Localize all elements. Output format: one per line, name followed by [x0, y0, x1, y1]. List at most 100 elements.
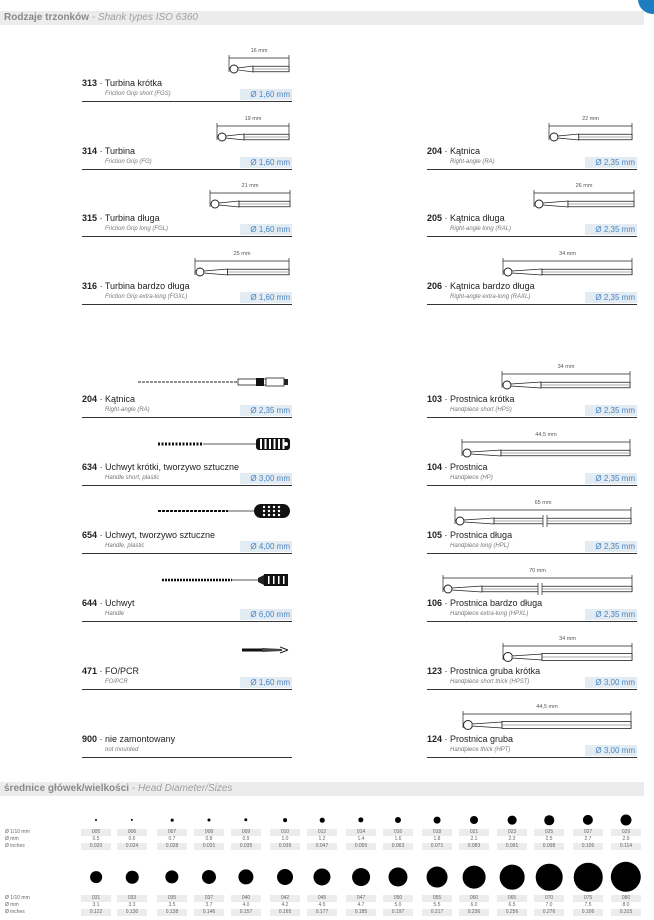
shank-code: 204 — [427, 146, 443, 156]
size-row-label: Ø 1/10 mm — [5, 895, 30, 901]
shank-dimension-drawing: 34 mm — [499, 362, 633, 397]
size-mm: 1.2 — [318, 836, 326, 842]
shank-dimension-drawing: 16 mm — [226, 46, 292, 81]
size-iso-code: 023 — [497, 829, 527, 836]
shank-description-row: Friction Grip short (FGS) Ø 1,60 mm — [82, 89, 292, 102]
length-label: 44,5 mm — [536, 704, 558, 710]
shank-title: 204 · Kątnica — [82, 394, 136, 404]
shank-title: 315 · Turbina długa — [82, 213, 160, 223]
shank-title: 106 · Prostnica bardzo długa — [427, 598, 543, 608]
size-inches: 0.039 — [270, 843, 300, 850]
shank-description-row: Friction Grip (FG) Ø 1,60 mm — [82, 157, 292, 170]
shank-title: 634 · Uchwyt krótki, tworzywo sztuczne — [82, 462, 240, 472]
section-header-head-sizes: średnice główek/wielkości - Head Diamete… — [0, 782, 644, 796]
shank-title: 205 · Kątnica długa — [427, 213, 505, 223]
shank-item-206: 206 · Kątnica bardzo długa Right-angle e… — [427, 281, 637, 305]
size-iso-code: 045 — [307, 895, 337, 902]
shank-item-105: 105 · Prostnica długa Handpiece long (HP… — [427, 530, 637, 554]
shank-item-103: 103 · Prostnica krótka Handpiece short (… — [427, 394, 637, 418]
size-mm: 1.0 — [281, 836, 289, 842]
shank-code: 206 — [427, 281, 443, 291]
diameter-badge: Ø 1,60 mm — [240, 677, 292, 688]
shank-description-row: Friction Grip long (FGL) Ø 1,60 mm — [82, 224, 292, 237]
size-mm: 4.5 — [318, 902, 326, 908]
shank-item-315: 315 · Turbina długa Friction Grip long (… — [82, 213, 292, 237]
section-subtitle: - Shank types ISO 6360 — [91, 12, 198, 23]
section-subtitle: - Head Diameter/Sizes — [131, 783, 233, 794]
shank-description: Right-angle (RA) — [105, 407, 150, 413]
size-iso-code: 080 — [611, 895, 641, 902]
shank-item-654: 654 · Uchwyt, tworzywo sztuczne Handle, … — [82, 530, 292, 554]
size-mm: 2.1 — [470, 836, 478, 842]
shank-description-row: Right-angle long (RAL) Ø 2,35 mm — [427, 224, 637, 237]
size-mm: 6.5 — [508, 902, 516, 908]
size-inches: 0.276 — [534, 909, 564, 916]
diameter-badge: Ø 2,35 mm — [585, 405, 637, 416]
head-size-dot — [620, 814, 632, 826]
size-inches: 0.047 — [307, 843, 337, 850]
size-mm: 7.0 — [545, 902, 553, 908]
size-iso-code: 018 — [422, 829, 452, 836]
head-size-dot — [394, 816, 402, 824]
shank-code: 205 — [427, 213, 443, 223]
size-iso-code: 012 — [307, 829, 337, 836]
diameter-badge: Ø 3,00 mm — [585, 677, 637, 688]
shank-dimension-drawing: 44,5 mm — [460, 702, 634, 737]
length-label: 70 mm — [529, 568, 546, 574]
shank-description: Friction Grip (FG) — [105, 159, 152, 165]
shank-title: 206 · Kątnica bardzo długa — [427, 281, 535, 291]
shank-description: Friction Grip extra-long (FGXL) — [105, 294, 188, 300]
shank-dimension-drawing: 70 mm — [440, 566, 635, 601]
size-iso-code: 075 — [573, 895, 603, 902]
shank-name: Prostnica — [450, 462, 488, 472]
shank-name: Turbina długa — [104, 213, 160, 223]
shank-description: Handpiece short (HPS) — [450, 407, 512, 413]
size-mm: 5.0 — [394, 902, 402, 908]
shank-item-316: 316 · Turbina bardzo długa Friction Grip… — [82, 281, 292, 305]
shank-dimension-drawing: 21 mm — [207, 181, 293, 216]
head-size-dot — [283, 818, 287, 822]
shank-code: 104 — [427, 462, 443, 472]
shank-title: 124 · Prostnica gruba — [427, 734, 514, 744]
head-size-dot — [470, 816, 478, 824]
size-inches: 0.055 — [346, 843, 376, 850]
size-inches: 0.185 — [346, 909, 376, 916]
shank-title: 900 · nie zamontowany — [82, 734, 176, 744]
shank-item-106: 106 · Prostnica bardzo długa Handpiece e… — [427, 598, 637, 622]
length-label: 44,5 mm — [535, 432, 557, 438]
size-mm: 0.8 — [205, 836, 213, 842]
shank-title: 314 · Turbina — [82, 146, 136, 156]
shank-item-104: 104 · Prostnica Handpiece (HP) Ø 2,35 mm — [427, 462, 637, 486]
size-mm: 0.5 — [92, 836, 100, 842]
size-inches: 0.106 — [573, 843, 603, 850]
shank-name: Turbina — [104, 146, 136, 156]
shank-name: Prostnica krótka — [450, 394, 515, 404]
shank-name: Kątnica bardzo długa — [450, 281, 535, 291]
size-iso-code: 014 — [346, 829, 376, 836]
shank-description-row: Handpiece short (HPS) Ø 2,35 mm — [427, 405, 637, 418]
size-iso-code: 031 — [81, 895, 111, 902]
size-iso-code: 008 — [194, 829, 224, 836]
head-size-dot — [426, 866, 448, 888]
shank-name: Prostnica długa — [450, 530, 513, 540]
size-inches: 0.035 — [231, 843, 261, 850]
length-label: 19 mm — [244, 116, 262, 122]
shank-description-row: Handpiece short thick (HPST) Ø 3,00 mm — [427, 677, 637, 690]
size-iso-code: 037 — [194, 895, 224, 902]
shank-description-row: Handpiece thick (HPT) Ø 3,00 mm — [427, 745, 637, 758]
size-mm: 0.9 — [242, 836, 250, 842]
head-size-dot — [170, 818, 174, 822]
section-title: średnice główek/wielkości — [4, 783, 130, 794]
size-mm: 1.6 — [394, 836, 402, 842]
diameter-badge: Ø 1,60 mm — [240, 157, 292, 168]
shank-code: 471 — [82, 666, 98, 676]
size-mm: 2.3 — [508, 836, 516, 842]
size-mm: 4.7 — [357, 902, 365, 908]
size-iso-code: 006 — [117, 829, 147, 836]
size-iso-code: 047 — [346, 895, 376, 902]
head-size-dot — [433, 816, 441, 824]
shank-name: Prostnica gruba — [450, 734, 514, 744]
shank-description-row: Handpiece (HP) Ø 2,35 mm — [427, 473, 637, 486]
shank-code: 900 — [82, 734, 98, 744]
shank-dimension-drawing: 34 mm — [500, 249, 635, 284]
